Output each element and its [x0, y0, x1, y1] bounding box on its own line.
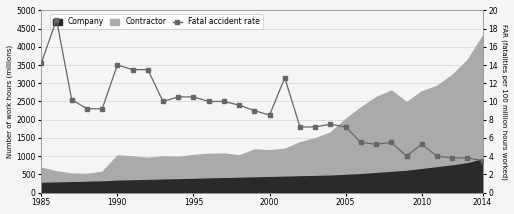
Y-axis label: Number of work hours (millions): Number of work hours (millions) — [7, 45, 13, 158]
Y-axis label: FAR (fatalities per 100 million hours worked): FAR (fatalities per 100 million hours wo… — [501, 24, 507, 179]
Legend: Company, Contractor, Fatal accident rate: Company, Contractor, Fatal accident rate — [49, 14, 263, 29]
